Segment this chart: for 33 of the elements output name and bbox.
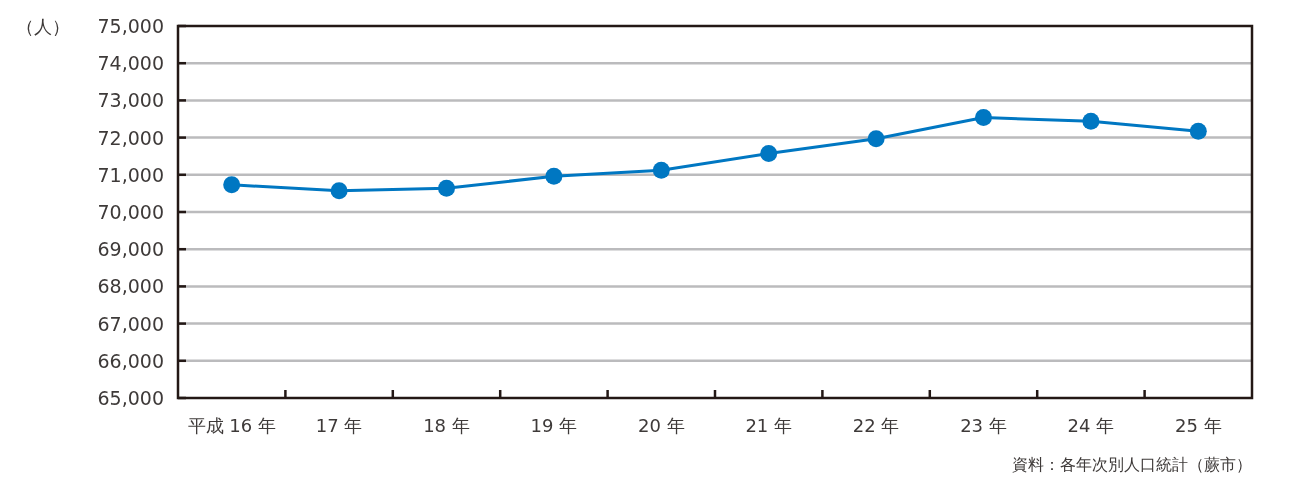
point [652,161,670,179]
y-tick-label: 67,000 [97,312,164,335]
y-tick-label: 70,000 [97,201,164,223]
x-tick-label: 20 年 [637,415,685,436]
x-tick-label: 22 年 [852,415,900,436]
point [867,130,885,148]
y-tick-label: 66,000 [97,349,164,372]
point [438,179,455,197]
point [975,109,992,127]
x-tick-label: 平成 16 年 [187,415,276,436]
y-tick-label: 73,000 [97,89,164,112]
point [1189,122,1207,140]
point [760,145,778,163]
x-tick-label: 21 年 [745,415,793,436]
y-tick-label: 71,000 [97,163,164,186]
x-tick-label: 23 年 [960,415,1007,436]
y-axis-title: （人） [16,16,70,37]
x-tick-label: 25 年 [1174,415,1222,436]
y-tick-label: 75,000 [97,15,164,37]
x-tick-label: 24 年 [1067,415,1115,436]
y-tick-label: 68,000 [97,275,164,298]
y-tick-label: 69,000 [97,238,164,261]
point [223,176,241,194]
y-tick-label: 74,000 [97,52,164,75]
point [330,182,348,200]
text: 資料：各年次別人口統計（蕨市） [1012,455,1252,474]
x-tick-label: 18 年 [423,415,470,436]
x-tick-label: 19 年 [530,415,578,436]
y-tick-label: 72,000 [97,126,164,149]
x-tick-label: 17 年 [315,415,363,436]
point [1082,112,1100,130]
point [545,167,563,185]
y-tick-label: 65,000 [97,387,164,409]
